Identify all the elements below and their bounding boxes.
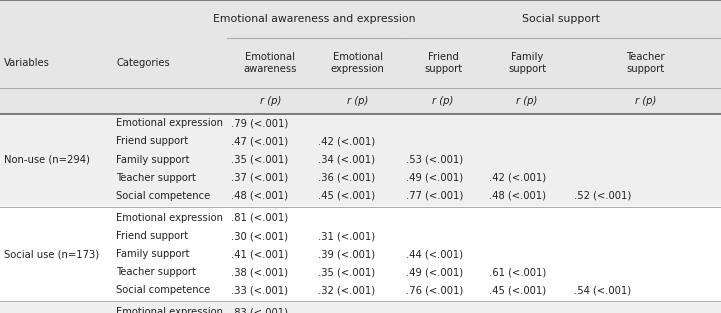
Text: Teacher
support: Teacher support [626,52,665,74]
Bar [0,0,721,114]
Text: Non-use (n=294): Non-use (n=294) [4,155,90,165]
Text: .30 (<.001): .30 (<.001) [231,231,288,241]
Text: Categories: Categories [116,58,170,68]
Text: Social support: Social support [522,14,601,24]
Text: .81 (<.001): .81 (<.001) [231,213,288,223]
Text: r (p): r (p) [260,96,281,106]
Bar [0,209,721,300]
Text: r (p): r (p) [634,96,656,106]
Text: .35 (<.001): .35 (<.001) [231,155,288,165]
Text: .36 (<.001): .36 (<.001) [318,173,375,183]
Text: .76 (<.001): .76 (<.001) [406,285,463,295]
Text: Variables: Variables [4,58,50,68]
Text: .31 (<.001): .31 (<.001) [318,231,375,241]
Text: Teacher support: Teacher support [116,173,196,183]
Text: .37 (<.001): .37 (<.001) [231,173,288,183]
Text: r (p): r (p) [516,96,538,106]
Text: .53 (<.001): .53 (<.001) [406,155,463,165]
Text: Family
support: Family support [508,52,546,74]
Text: r (p): r (p) [433,96,454,106]
Text: Emotional awareness and expression: Emotional awareness and expression [213,14,415,24]
Text: .35 (<.001): .35 (<.001) [318,267,375,277]
Text: .42 (<.001): .42 (<.001) [489,173,546,183]
Text: .45 (<.001): .45 (<.001) [489,285,546,295]
Text: Emotional expression: Emotional expression [116,118,223,128]
Text: .79 (<.001): .79 (<.001) [231,118,288,128]
Text: Family support: Family support [116,249,190,259]
Text: .39 (<.001): .39 (<.001) [318,249,375,259]
Text: .52 (<.001): .52 (<.001) [574,191,631,201]
Bar [0,303,721,313]
Text: Emotional expression: Emotional expression [116,307,223,313]
Text: .47 (<.001): .47 (<.001) [231,136,288,146]
Text: .77 (<.001): .77 (<.001) [406,191,463,201]
Text: r (p): r (p) [347,96,368,106]
Text: .49 (<.001): .49 (<.001) [406,267,463,277]
Text: Teacher support: Teacher support [116,267,196,277]
Text: Friend
support: Friend support [424,52,462,74]
Text: .34 (<.001): .34 (<.001) [318,155,375,165]
Text: Social competence: Social competence [116,191,211,201]
Text: .41 (<.001): .41 (<.001) [231,249,288,259]
Text: Social use (n=173): Social use (n=173) [4,249,99,259]
Text: .32 (<.001): .32 (<.001) [318,285,375,295]
Text: .48 (<.001): .48 (<.001) [489,191,546,201]
Text: .54 (<.001): .54 (<.001) [574,285,631,295]
Text: Friend support: Friend support [116,136,188,146]
Text: .45 (<.001): .45 (<.001) [318,191,375,201]
Text: .49 (<.001): .49 (<.001) [406,173,463,183]
Text: .44 (<.001): .44 (<.001) [406,249,463,259]
Text: .38 (<.001): .38 (<.001) [231,267,288,277]
Text: Social competence: Social competence [116,285,211,295]
Text: .48 (<.001): .48 (<.001) [231,191,288,201]
Text: .83 (<.001): .83 (<.001) [231,307,288,313]
Bar [0,114,721,205]
Text: .61 (<.001): .61 (<.001) [489,267,546,277]
Text: Emotional
expression: Emotional expression [331,52,384,74]
Text: Emotional
awareness: Emotional awareness [244,52,297,74]
Text: .33 (<.001): .33 (<.001) [231,285,288,295]
Text: Family support: Family support [116,155,190,165]
Text: .42 (<.001): .42 (<.001) [318,136,375,146]
Text: Friend support: Friend support [116,231,188,241]
Text: Emotional expression: Emotional expression [116,213,223,223]
